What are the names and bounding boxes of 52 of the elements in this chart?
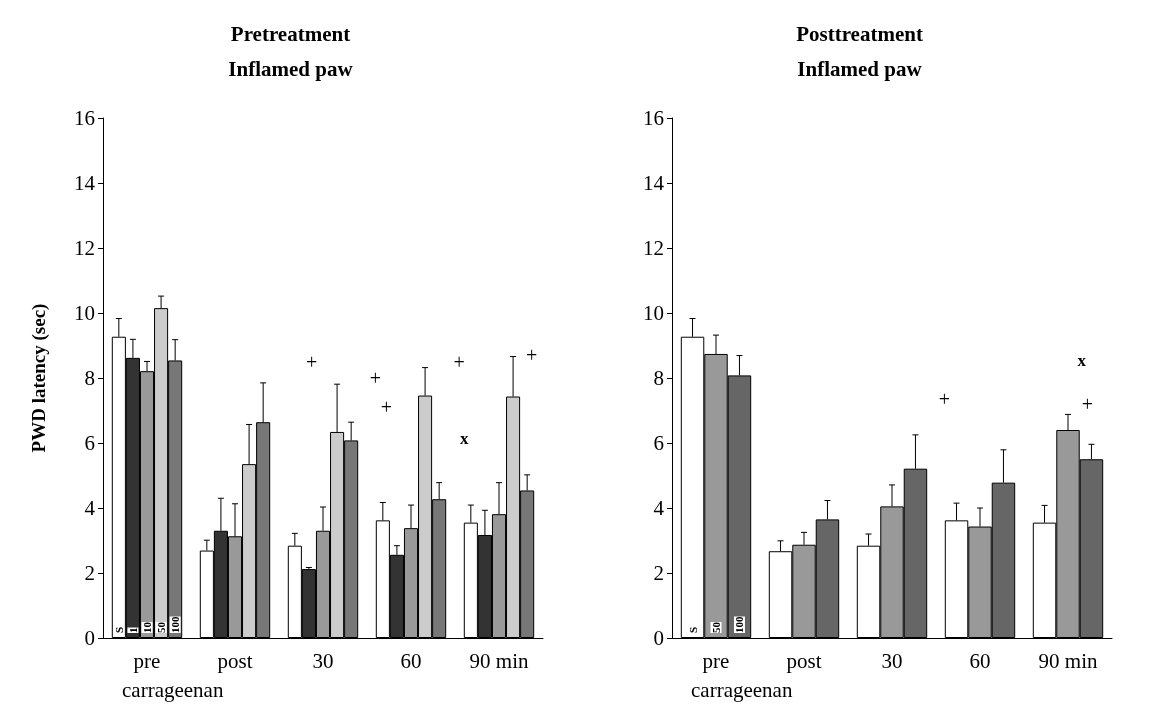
series-label: S: [686, 626, 699, 633]
x-tick-label: post: [217, 648, 253, 673]
y-tick-label: 16: [74, 106, 95, 130]
annotation: +: [453, 351, 465, 374]
series-label: 1: [126, 627, 139, 633]
chart-subtitle: Inflamed paw: [228, 56, 354, 81]
y-tick-label: 10: [74, 301, 95, 325]
x-tick-label: post: [786, 648, 822, 673]
y-tick-label: 14: [74, 171, 96, 195]
annotation: +: [1081, 393, 1094, 415]
series-label: 10: [141, 621, 153, 633]
y-tick-label: 12: [74, 236, 95, 260]
x-tick-label: pre: [133, 648, 161, 673]
y-tick-label: 6: [653, 431, 664, 455]
x-tick-label: 30: [881, 648, 903, 673]
y-tick-label: 0: [653, 626, 664, 650]
y-tick-label: 12: [643, 236, 664, 260]
y-tick-label: 14: [643, 171, 665, 195]
x-tick-label: pre: [702, 648, 730, 673]
y-tick-label: 4: [84, 496, 96, 520]
annotation: +: [938, 387, 951, 410]
x-tick-label: 60: [400, 648, 422, 673]
y-tick-label: 6: [84, 431, 95, 455]
chart-title: Pretreatment: [230, 21, 351, 46]
annotation: x: [460, 429, 469, 449]
annotation: +: [369, 367, 382, 389]
x-axis-title: carrageenan: [122, 677, 224, 702]
annotation: +: [380, 395, 393, 418]
series-label: 50: [155, 621, 168, 633]
y-tick-label: 0: [84, 626, 95, 650]
x-tick-label: 60: [969, 648, 991, 673]
y-tick-label: 10: [643, 301, 664, 325]
x-axis-title: carrageenan: [691, 677, 793, 702]
y-tick-label: 16: [643, 106, 664, 130]
y-tick-label: 8: [653, 366, 664, 390]
series-label: 100: [169, 616, 182, 633]
y-tick-label: 2: [84, 561, 95, 585]
annotation: x: [1077, 351, 1087, 371]
x-tick-label: 90 min: [1038, 648, 1098, 673]
y-tick-label: 8: [84, 366, 95, 390]
y-tick-label: 2: [653, 561, 664, 585]
series-label: 100: [733, 616, 746, 633]
annotation: +: [306, 351, 318, 374]
series-label: 50: [710, 621, 722, 633]
x-tick-label: 90 min: [469, 648, 529, 673]
chart-subtitle: Inflamed paw: [797, 56, 923, 81]
y-tick-label: 4: [653, 496, 665, 520]
chart-title: Posttreatment: [796, 21, 923, 46]
x-tick-label: 30: [312, 648, 334, 673]
y-axis-title: PWD latency (sec): [28, 303, 50, 453]
series-label: S: [112, 626, 125, 633]
annotation: +: [526, 343, 538, 366]
